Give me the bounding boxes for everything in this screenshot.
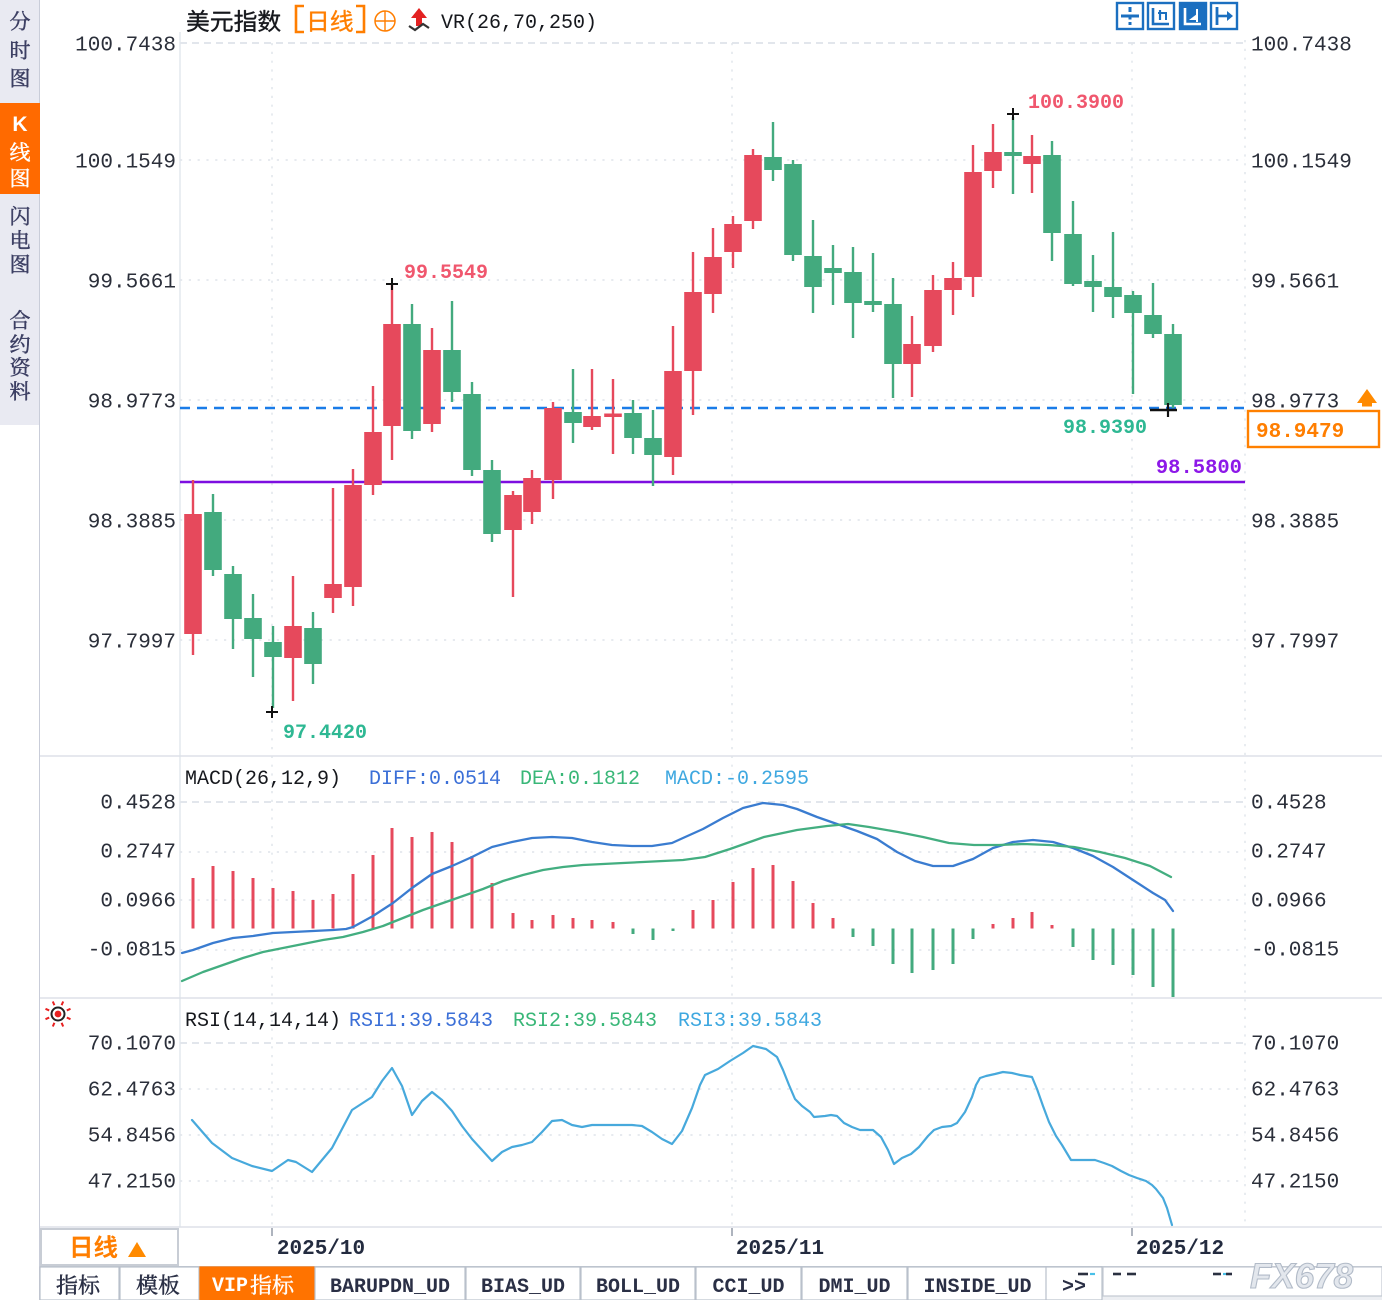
svg-text:2025/11: 2025/11 [736,1238,824,1261]
svg-text:0.4528: 0.4528 [100,793,176,816]
svg-text:98.3885: 98.3885 [88,512,176,535]
svg-text:98.3885: 98.3885 [1251,512,1339,535]
svg-text:100.7438: 100.7438 [1251,35,1352,58]
svg-text:70.1070: 70.1070 [1251,1034,1339,1057]
svg-text:BARUPDN_UD: BARUPDN_UD [330,1276,450,1299]
svg-text:47.2150: 47.2150 [88,1172,176,1195]
svg-text:0.2747: 0.2747 [1251,842,1327,865]
svg-text:INSIDE_UD: INSIDE_UD [923,1276,1031,1299]
svg-text:62.4763: 62.4763 [1251,1080,1339,1103]
svg-text:FX678: FX678 [1250,1257,1354,1296]
svg-text:100.1549: 100.1549 [1251,152,1352,175]
svg-text:-0.0815: -0.0815 [1251,940,1339,963]
svg-text:>>: >> [1062,1276,1086,1299]
svg-text:BIAS_UD: BIAS_UD [481,1276,565,1299]
svg-text:100.7438: 100.7438 [75,35,176,58]
svg-text:CCI_UD: CCI_UD [712,1276,784,1299]
svg-text:BOLL_UD: BOLL_UD [596,1276,680,1299]
svg-text:RSI3:39.5843: RSI3:39.5843 [678,1010,822,1033]
svg-text:MACD(26,12,9): MACD(26,12,9) [185,768,341,791]
svg-text:97.4420: 97.4420 [283,722,367,745]
svg-text:62.4763: 62.4763 [88,1080,176,1103]
svg-text:RSI1:39.5843: RSI1:39.5843 [349,1010,493,1033]
svg-text:0.0966: 0.0966 [1251,891,1327,914]
svg-text:2025/12: 2025/12 [1136,1238,1224,1261]
svg-text:DIFF:0.0514: DIFF:0.0514 [369,768,501,791]
svg-text:97.7997: 97.7997 [1251,632,1339,655]
svg-text:RSI2:39.5843: RSI2:39.5843 [513,1010,657,1033]
svg-text:VIP: VIP [212,1275,248,1298]
svg-text:2025/10: 2025/10 [277,1238,365,1261]
svg-text:0.4528: 0.4528 [1251,793,1327,816]
svg-text:-0.0815: -0.0815 [88,940,176,963]
svg-text:DMI_UD: DMI_UD [818,1276,890,1299]
svg-text:97.7997: 97.7997 [88,632,176,655]
svg-text:K: K [12,113,27,136]
svg-text:54.8456: 54.8456 [1251,1126,1339,1149]
svg-text:99.5661: 99.5661 [1251,272,1339,295]
svg-text:70.1070: 70.1070 [88,1034,176,1057]
svg-text:0.2747: 0.2747 [100,842,176,865]
svg-text:100.1549: 100.1549 [75,152,176,175]
svg-text:100.3900: 100.3900 [1028,92,1124,115]
svg-text:98.5800: 98.5800 [1156,457,1242,480]
svg-text:47.2150: 47.2150 [1251,1172,1339,1195]
svg-text:98.9390: 98.9390 [1063,417,1147,440]
svg-text:0.0966: 0.0966 [100,891,176,914]
svg-text:MACD:-0.2595: MACD:-0.2595 [665,768,809,791]
svg-text:RSI(14,14,14): RSI(14,14,14) [185,1010,341,1033]
svg-text:54.8456: 54.8456 [88,1126,176,1149]
svg-text:98.9773: 98.9773 [88,392,176,415]
svg-text:98.9773: 98.9773 [1251,392,1339,415]
svg-text:DEA:0.1812: DEA:0.1812 [520,768,640,791]
svg-text:VR(26,70,250): VR(26,70,250) [441,12,597,35]
svg-text:99.5549: 99.5549 [404,262,488,285]
svg-text:98.9479: 98.9479 [1256,421,1344,444]
svg-text:99.5661: 99.5661 [88,272,176,295]
